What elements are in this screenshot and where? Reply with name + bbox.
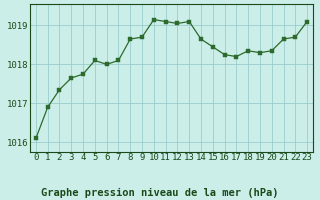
- Text: Graphe pression niveau de la mer (hPa): Graphe pression niveau de la mer (hPa): [41, 188, 279, 198]
